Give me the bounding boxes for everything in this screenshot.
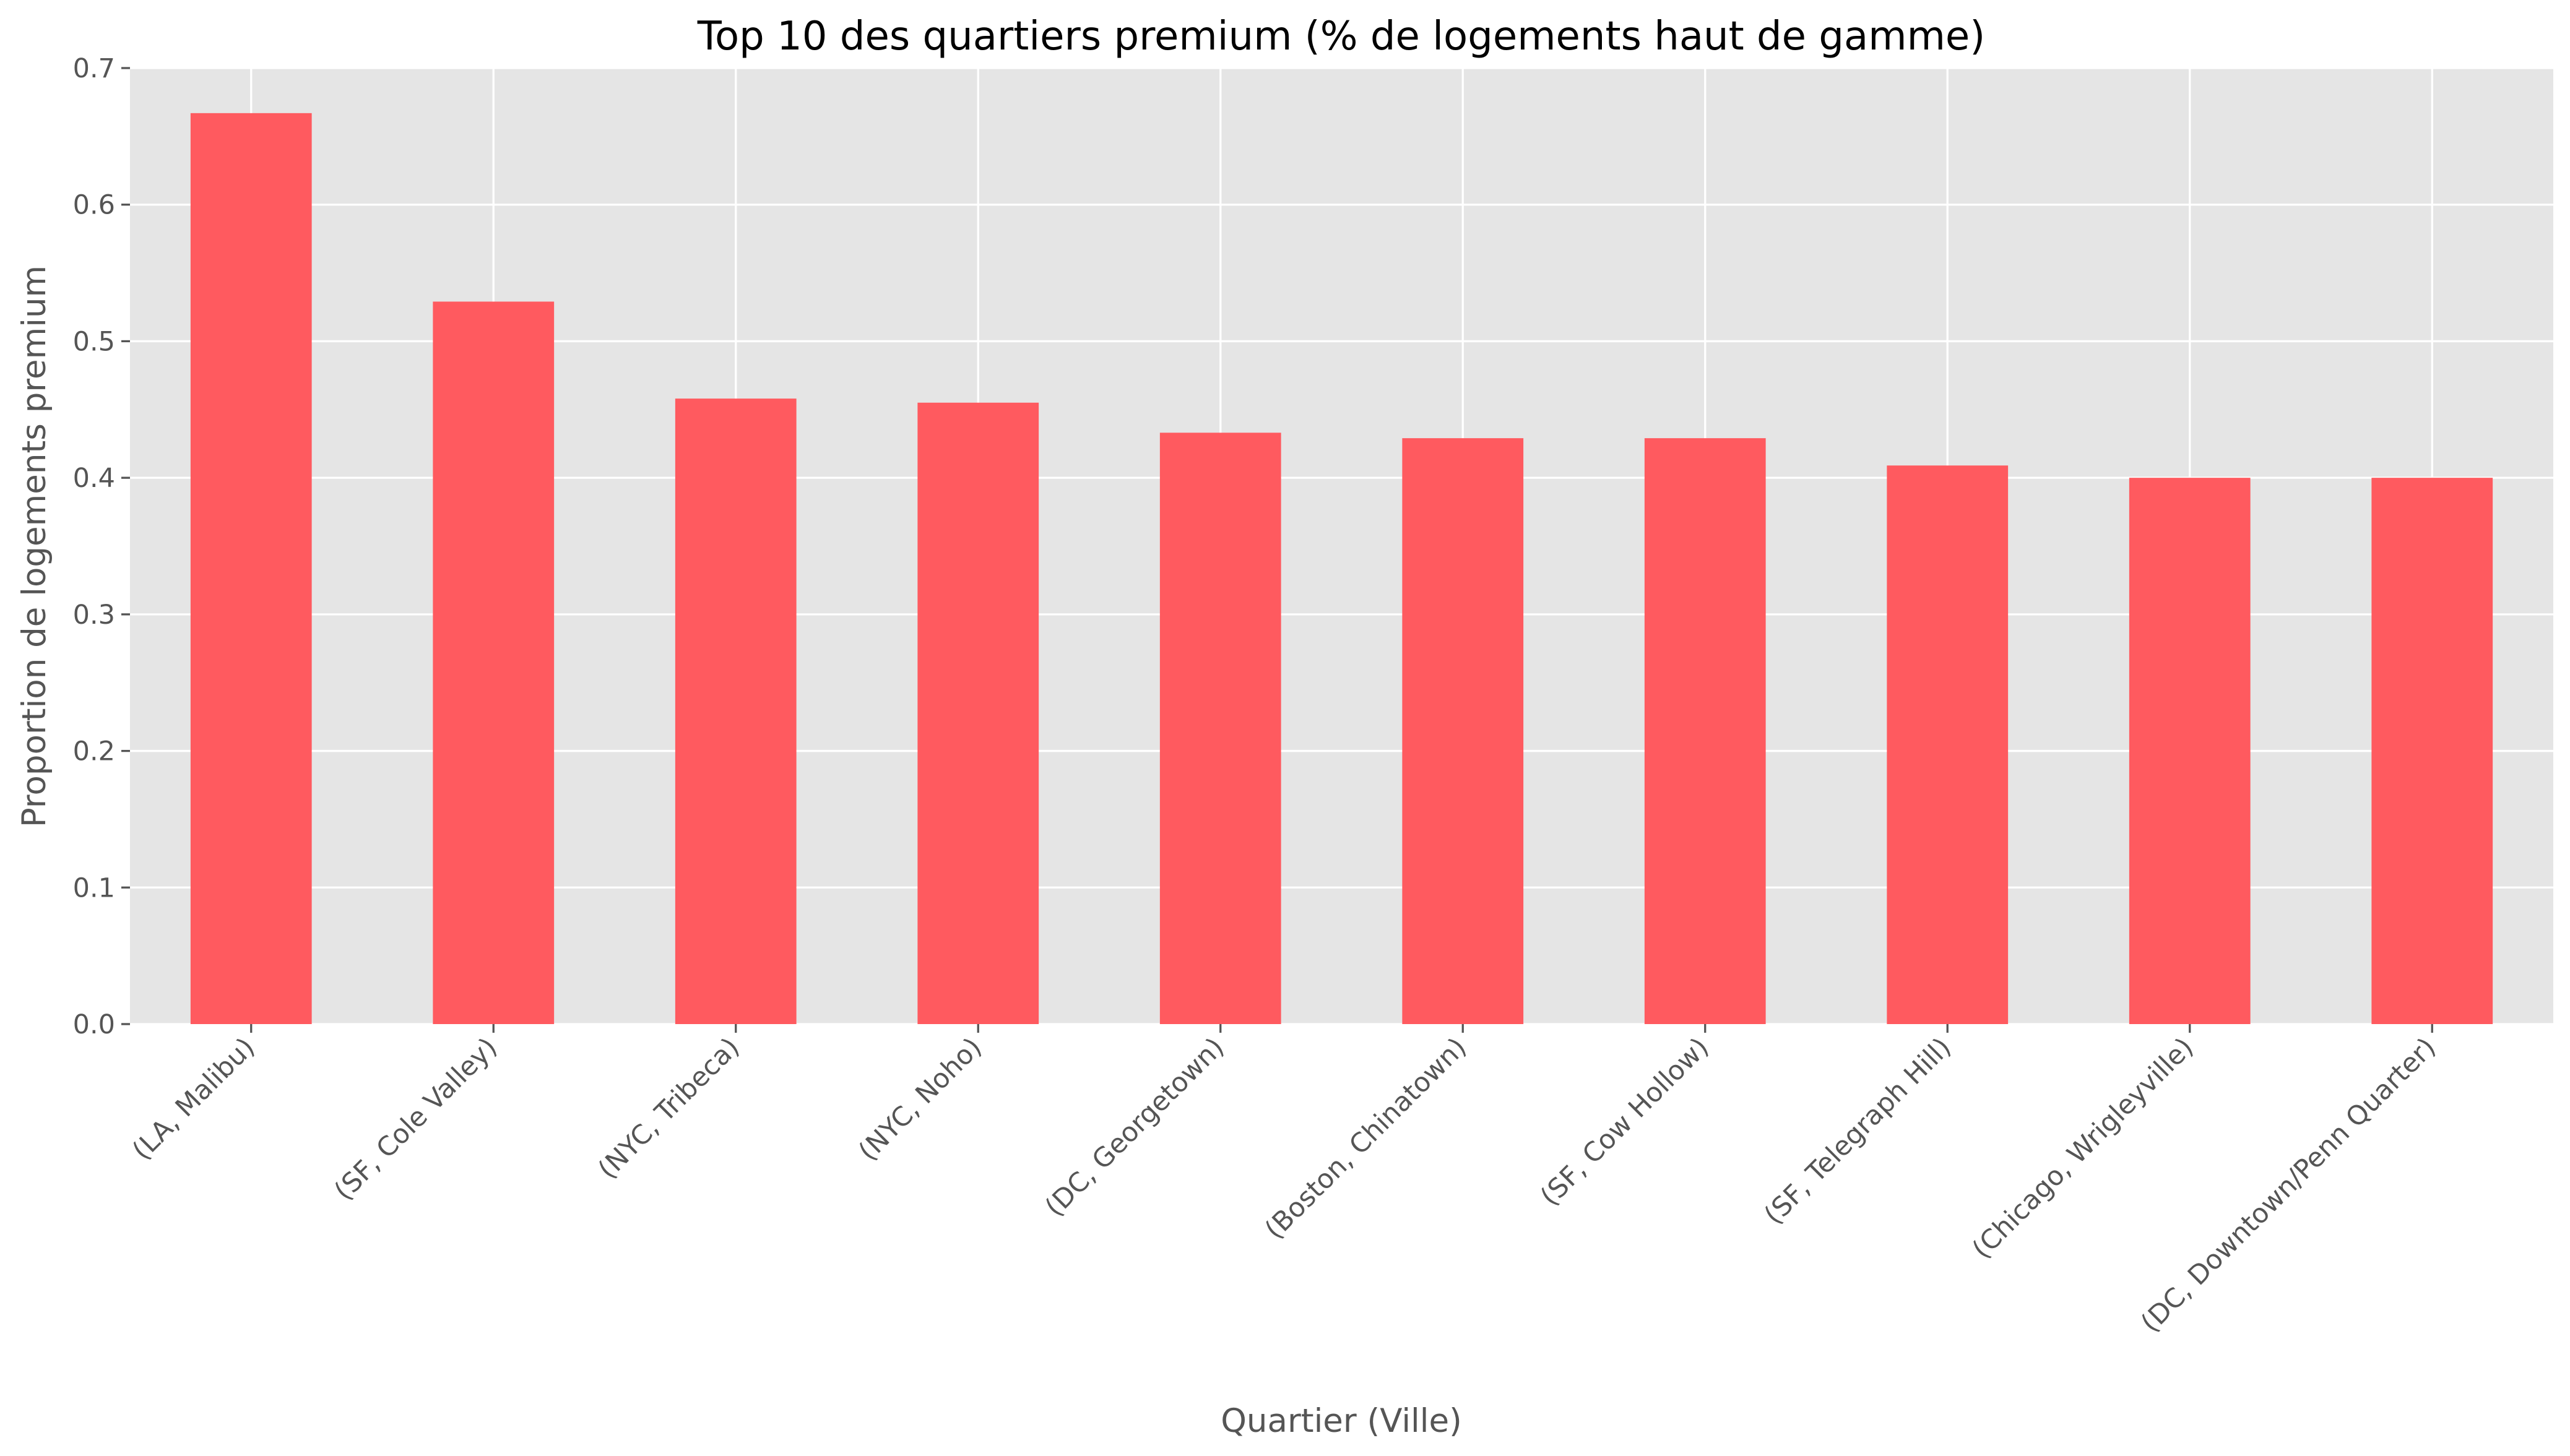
y-tick-label: 0.3 <box>73 600 115 631</box>
chart-title: Top 10 des quartiers premium (% de logem… <box>697 14 1986 59</box>
bar <box>433 301 555 1025</box>
bar <box>1644 438 1766 1024</box>
bar <box>1402 438 1524 1024</box>
bar <box>190 113 312 1025</box>
bar <box>1887 465 2009 1024</box>
y-tick-label: 0.2 <box>73 736 115 767</box>
x-tick-label: (Chicago, Wrigleyville) <box>1966 1032 2200 1265</box>
x-tick-label: (NYC, Noho) <box>853 1032 989 1167</box>
bar <box>917 402 1039 1024</box>
y-tick-label: 0.1 <box>73 872 115 903</box>
bar <box>2129 478 2251 1024</box>
y-tick-label: 0.7 <box>73 53 115 84</box>
bars <box>190 113 2493 1025</box>
x-tick-label: (LA, Malibu) <box>126 1032 261 1166</box>
y-tick-label: 0.6 <box>73 190 115 221</box>
bar <box>2371 478 2493 1024</box>
x-tick-label: (SF, Telegraph Hill) <box>1759 1032 1957 1230</box>
x-tick-label: (Boston, Chinatown) <box>1259 1032 1473 1245</box>
x-tick-label: (NYC, Tribeca) <box>592 1032 746 1185</box>
y-tick-label: 0.5 <box>73 326 115 357</box>
bar <box>675 398 797 1024</box>
x-tick-label: (SF, Cow Hollow) <box>1534 1032 1715 1212</box>
x-tick-label: (DC, Downtown/Penn Quarter) <box>2135 1032 2442 1338</box>
x-axis-label: Quartier (Ville) <box>1221 1402 1462 1440</box>
y-tick-label: 0.0 <box>73 1009 115 1040</box>
x-tick-label: (SF, Cole Valley) <box>329 1032 504 1207</box>
bar <box>1159 433 1281 1024</box>
y-tick-label: 0.4 <box>73 463 115 494</box>
x-tick-label: (DC, Georgetown) <box>1039 1032 1231 1223</box>
y-axis-label: Proportion de logements premium <box>15 265 53 827</box>
